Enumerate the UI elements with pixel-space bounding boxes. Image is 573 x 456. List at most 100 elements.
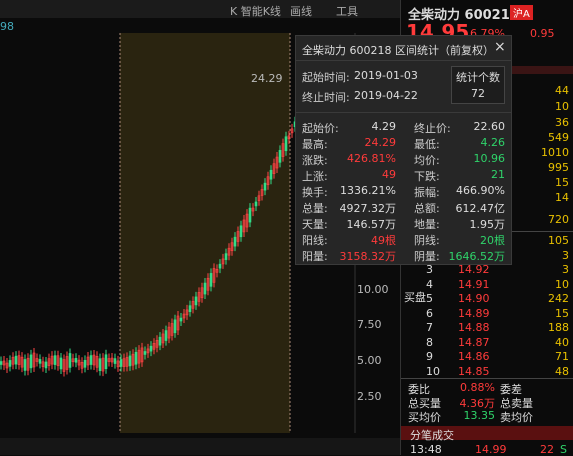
candle [11,356,15,365]
candle [0,361,3,365]
candle [167,326,171,339]
candle [29,354,33,369]
candle [197,292,201,302]
stat-value: 21 [491,168,505,181]
candle [254,201,258,207]
buy-price: 14.92 [458,263,490,276]
candle [284,136,288,152]
candle [248,207,252,223]
candle [191,301,195,309]
ticks-header-bar [401,426,573,440]
tick-time: 13:48 [410,443,442,456]
divider [401,378,573,379]
bottom-bar [0,438,400,455]
candle [20,356,24,368]
candle [38,359,42,364]
candle [176,315,180,331]
sell-volume: 10 [555,100,569,113]
stat-label: 终止价: [414,122,451,135]
candle [134,351,138,365]
candle [173,319,177,334]
stat-label: 阳量: [302,250,328,263]
candle [56,355,60,367]
stat-label: 下跌: [414,170,440,183]
summary-value: 4.36万 [459,397,496,410]
buy-label: 买盘 [404,291,426,304]
candle [5,362,9,369]
stats-popup: 全柴动力 600218 区间统计（前复权） × 起始时间: 2019-01-03… [295,35,512,265]
candle [98,358,102,371]
summary-value: 13.35 [463,409,496,422]
summary-label: 总买量 [408,397,441,410]
summary-label: 委差 [500,383,522,396]
buy-level: 7 [426,321,433,334]
draw-button[interactable]: 画线 [290,5,312,18]
stat-label: 天量: [302,218,328,231]
candle [236,231,240,242]
sell-volume: 15 [555,176,569,189]
candle [131,353,135,366]
ticks-header: 分笔成交 [410,429,454,442]
close-button[interactable]: × [494,39,506,55]
candle [212,268,216,283]
stat-value: 1336.21% [340,184,396,197]
candle [242,219,246,233]
candle [269,169,273,180]
summary-label: 卖均价 [500,411,533,424]
buy-level: 5 [426,292,433,305]
corner-label: 98 [0,20,14,33]
candle [95,355,99,368]
start-date[interactable]: 2019-01-03 [354,69,418,82]
candle [26,357,30,371]
candle [89,355,93,365]
candle [182,313,186,319]
end-label: 终止时间: [302,91,350,104]
candle [266,176,270,186]
candle [137,349,141,364]
stock-name: 全柴动力 600218 [408,8,519,23]
candle [200,287,204,299]
candle [71,358,75,363]
candle [50,355,54,365]
candle [65,356,69,370]
stat-value: 4.26 [480,136,506,149]
buy-volume: 3 [562,263,569,276]
tools-button[interactable]: 工具 [336,5,358,18]
smart-kline-button[interactable]: K 智能K线 [230,5,281,18]
stat-label: 总量: [302,202,328,215]
sell-volume: 14 [555,191,569,204]
candle [47,358,51,366]
stat-value: 4.29 [371,120,397,133]
candle [209,273,213,287]
buy-price: 14.88 [458,321,490,334]
candle [128,355,132,367]
buy-volume: 105 [548,234,569,247]
candle [278,150,282,163]
summary-value: 0.88% [460,381,495,394]
stat-value: 20根 [480,234,505,247]
summary-label: 总卖量 [500,397,533,410]
candle [272,163,276,174]
end-date[interactable]: 2019-04-22 [354,89,418,102]
sell-volume: 549 [548,131,569,144]
candle [125,357,129,367]
candle [170,323,174,336]
candle [44,361,48,369]
candle [188,305,192,312]
candle [179,317,183,322]
buy-price: 14.91 [458,277,490,291]
stat-label: 涨跌: [302,154,328,167]
candle [62,359,66,372]
sell-volume: 36 [555,116,569,129]
stat-value: 3158.32万 [339,250,397,263]
start-label: 起始时间: [302,71,350,84]
candle [245,213,249,228]
axis-label: 5.00 [357,354,382,367]
stat-value: 10.96 [473,152,506,165]
stat-value: 1.95万 [469,218,506,231]
stat-value: 24.29 [364,136,397,149]
candle [152,343,156,350]
candle [227,247,231,256]
sell-volume: 44 [555,84,569,97]
